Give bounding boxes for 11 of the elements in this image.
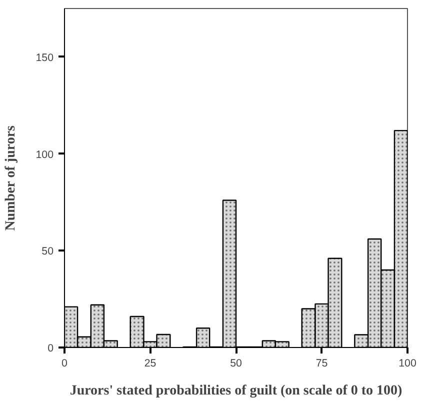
y-tick-label: 50 xyxy=(42,246,54,258)
y-tick-label: 100 xyxy=(36,148,54,161)
x-tick-label: 100 xyxy=(398,358,416,370)
x-tick-label: 25 xyxy=(144,358,156,370)
x-tick-label: 50 xyxy=(230,358,242,370)
x-tick-label: 0 xyxy=(62,358,68,370)
y-tick-label: 0 xyxy=(48,342,54,354)
x-axis-title: Jurors' stated probabilities of guilt (on scale of 0 to 100) xyxy=(70,384,403,398)
x-tick-label: 75 xyxy=(316,358,328,370)
y-tick-label: 150 xyxy=(36,52,54,64)
y-axis-title: Number of jurors xyxy=(4,124,19,231)
